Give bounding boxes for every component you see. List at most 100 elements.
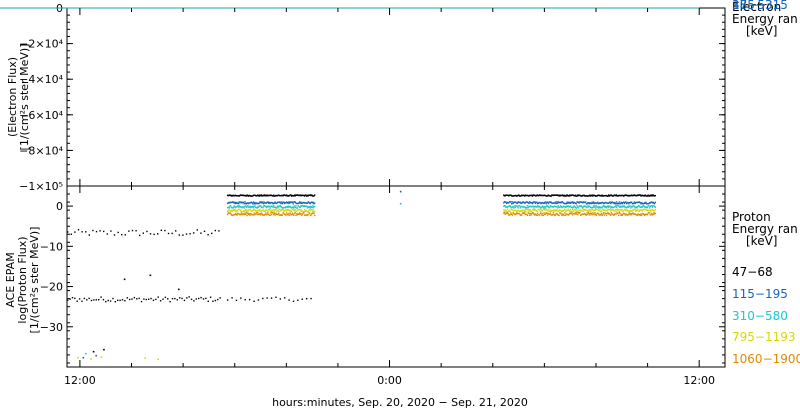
bottom-legend-entry: 115−195 [732, 287, 788, 301]
bottom-data-point [305, 214, 307, 216]
bottom-data-point [270, 194, 273, 197]
bottom-y-tick-label: −20 [40, 281, 63, 294]
bottom-data-point [265, 209, 268, 212]
bottom-data-point [577, 213, 579, 216]
bottom-data-point [229, 210, 232, 213]
bottom-data-point [528, 208, 530, 211]
bottom-data-point [638, 209, 640, 212]
bottom-data-point [638, 210, 641, 213]
bottom-data-point [308, 212, 311, 215]
bottom-data-point [653, 213, 656, 215]
bottom-data-point [612, 195, 614, 197]
bottom-data-point [171, 232, 173, 235]
bottom-data-point [181, 297, 183, 300]
bottom-data-point [311, 194, 313, 196]
bottom-data-point [253, 300, 255, 302]
bottom-data-point [605, 202, 608, 204]
bottom-data-point [262, 214, 265, 216]
bottom-data-point [540, 212, 542, 214]
bottom-data-point [262, 209, 265, 211]
bottom-data-point [299, 194, 302, 196]
bottom-data-point [247, 206, 250, 208]
bottom-data-point [638, 205, 641, 208]
bottom-data-point [268, 201, 271, 204]
bottom-data-point [605, 201, 607, 204]
bottom-data-point [541, 202, 544, 204]
bottom-data-point [284, 194, 286, 197]
bottom-data-point [602, 195, 605, 197]
bottom-data-point [284, 209, 286, 212]
bottom-data-point [242, 210, 245, 213]
bottom-data-point [237, 213, 240, 215]
bottom-data-point [234, 202, 237, 205]
bottom-data-point [600, 202, 603, 204]
bottom-data-point [624, 201, 626, 204]
bottom-data-point [86, 299, 88, 301]
bottom-data-point [554, 205, 556, 207]
bottom-data-point [522, 201, 524, 203]
bottom-data-point [612, 206, 614, 209]
bottom-data-point [637, 210, 639, 212]
bottom-data-point [236, 205, 238, 208]
bottom-data-point [242, 210, 244, 213]
bottom-data-point [298, 206, 301, 208]
bottom-data-point [640, 206, 643, 208]
bottom-data-point [293, 209, 295, 211]
bottom-data-point [609, 194, 611, 197]
bottom-data-point [602, 202, 605, 205]
bottom-data-point [651, 214, 654, 216]
bottom-data-point [558, 214, 560, 217]
bottom-data-point [513, 195, 516, 197]
bottom-data-point [167, 232, 170, 235]
bottom-data-point [219, 297, 221, 299]
bottom-data-point [554, 201, 557, 203]
bottom-legend-entry: 1060−1900 [732, 352, 800, 366]
bottom-data-point [241, 206, 243, 209]
bottom-data-point [264, 205, 266, 207]
bottom-data-point [523, 206, 525, 208]
bottom-data-point [559, 209, 562, 211]
bottom-data-point [245, 203, 248, 205]
bottom-data-point [311, 212, 314, 215]
bottom-data-point [648, 195, 651, 197]
bottom-data-point [185, 233, 188, 235]
bottom-data-point [150, 297, 152, 300]
bottom-data-point [508, 214, 510, 216]
bottom-data-point [113, 234, 116, 236]
bottom-data-point [523, 212, 526, 214]
bottom-data-point [645, 209, 648, 211]
bottom-data-point [289, 194, 291, 196]
bottom-data-point [623, 212, 625, 215]
bottom-data-point [251, 195, 253, 197]
bottom-data-point [586, 195, 588, 197]
bottom-data-point [226, 202, 229, 205]
bottom-data-point [310, 205, 312, 208]
bottom-data-point [532, 208, 534, 211]
bottom-data-point [164, 296, 167, 299]
x-axis: 12:00 0:00 12:00 [64, 8, 715, 387]
bottom-data-point [535, 206, 537, 208]
bottom-data-point [250, 205, 253, 208]
bottom-data-point [243, 207, 245, 209]
bottom-data-point [625, 209, 628, 211]
bottom-data-point [586, 212, 588, 214]
bottom-data-point [257, 206, 260, 208]
bottom-data-point [93, 299, 95, 301]
bottom-data-point [514, 213, 516, 216]
bottom-data-point [295, 214, 297, 217]
bottom-data-point [232, 206, 235, 208]
bottom-data-point [570, 210, 572, 213]
bottom-data-point [506, 212, 509, 214]
bottom-data-point [568, 195, 570, 197]
bottom-data-point [236, 202, 238, 204]
bottom-data-point [504, 205, 506, 207]
bottom-data-point [226, 206, 229, 209]
bottom-data-point [257, 202, 260, 205]
bottom-data-point [589, 201, 591, 204]
bottom-data-point [292, 300, 295, 303]
bottom-data-point [653, 210, 656, 212]
bottom-data-point [572, 201, 574, 203]
bottom-data-point [568, 213, 570, 216]
bottom-data-point [259, 201, 261, 203]
bottom-data-point [597, 209, 599, 211]
